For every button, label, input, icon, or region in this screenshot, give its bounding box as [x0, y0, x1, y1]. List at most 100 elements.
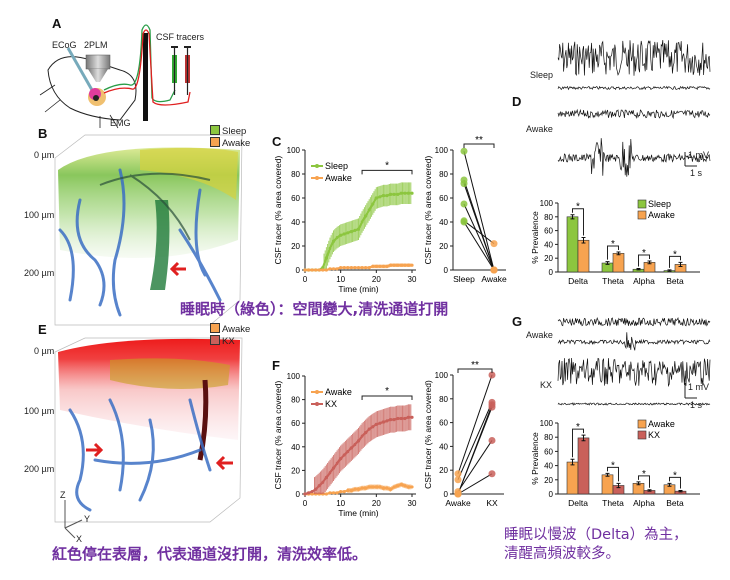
depth-0: 0 µm: [34, 150, 55, 160]
significance-bracket: [361, 395, 413, 401]
bar: [577, 437, 590, 495]
data-point: [342, 232, 346, 236]
data-point: [346, 266, 350, 270]
scale-s: 1 s: [690, 168, 703, 178]
data-point: [335, 267, 339, 271]
bar-chart-G: 0 20 40 60 80 100% Prevalence Delta * Theta * Alph…: [530, 419, 700, 508]
significance-label: *: [576, 202, 580, 213]
data-point: [353, 266, 357, 270]
data-point: [356, 266, 361, 270]
data-point: [310, 490, 314, 494]
y-tick-label: 0: [549, 268, 554, 277]
significance-bracket: [572, 208, 584, 236]
data-point: [460, 147, 468, 155]
data-point: [367, 208, 371, 212]
data-point: [360, 486, 364, 490]
data-point: [360, 266, 364, 270]
data-point: [321, 480, 325, 484]
axis-x-label: X: [76, 534, 83, 544]
y-tick-label: 100: [540, 419, 554, 428]
depth-0: 0 µm: [34, 346, 55, 356]
data-point: [360, 220, 364, 224]
error-bar: [647, 260, 652, 265]
x-tick-label: 20: [372, 499, 381, 508]
y-tick-label: 20: [291, 242, 300, 251]
data-point: [367, 427, 371, 431]
line-chart-F: 0 20 40 60 80 100 CSF tracer (% area covered) 0…: [273, 372, 417, 518]
x-tick-label: 0: [303, 275, 308, 284]
data-point: [342, 453, 346, 457]
sleep-ecog-trace: [557, 39, 711, 76]
data-point: [306, 491, 311, 495]
legend-marker: [315, 176, 319, 180]
error-bar: [636, 268, 641, 271]
data-point: [310, 492, 314, 496]
data-point: [317, 484, 321, 488]
panel-b-legend: Sleep Awake: [210, 125, 250, 149]
significance-bracket: [463, 143, 495, 148]
significance-bracket: [361, 169, 413, 175]
data-point: [399, 482, 403, 487]
error-bar: [667, 269, 672, 272]
error-bar: [667, 482, 672, 487]
y-tick-label: 60: [291, 194, 300, 203]
pair-line: [463, 183, 495, 271]
data-point: [389, 487, 393, 491]
error-bar: [636, 481, 641, 486]
legend-marker: [315, 390, 319, 394]
legend-marker: [315, 402, 319, 406]
x-category-label: Alpha: [633, 276, 655, 286]
trace-label-awake: Awake: [526, 124, 553, 134]
y-tick-label: 80: [291, 170, 300, 179]
legend-sleep: Sleep: [222, 126, 247, 137]
data-point: [364, 431, 368, 435]
y-tick-label: 20: [544, 476, 553, 485]
data-point: [335, 491, 339, 495]
data-point: [367, 266, 371, 270]
significance-label: *: [611, 239, 615, 250]
data-point: [364, 486, 368, 490]
panel-label-d: D: [512, 94, 522, 109]
y-tick-label: 80: [291, 396, 300, 405]
data-point: [396, 416, 400, 421]
x-category-label: Alpha: [633, 498, 655, 508]
data-point: [353, 228, 357, 232]
significance-label: **: [475, 135, 483, 146]
caption-sleep: 睡眠時（綠色）：空間變大,清洗通道打開: [180, 300, 449, 318]
data-point: [367, 485, 371, 489]
data-point: [371, 425, 375, 429]
significance-label: *: [642, 469, 646, 480]
x-category-label: Delta: [568, 498, 588, 508]
experiment-schematic: [39, 24, 191, 129]
pair-line: [457, 473, 493, 495]
data-point: [303, 268, 307, 272]
awake-ecog-trace: [557, 317, 711, 327]
legend-label: Awake: [325, 173, 352, 183]
x-tick-label: 0: [303, 499, 308, 508]
panel-label-g: G: [512, 314, 523, 329]
data-point: [314, 268, 318, 272]
y-tick-label: 40: [439, 442, 448, 451]
awake-emg-trace: [557, 332, 711, 351]
pair-line: [463, 221, 495, 271]
data-point: [460, 200, 468, 208]
series-kx: [303, 404, 414, 496]
significance-bracket: [669, 476, 681, 489]
trace-label-kx: KX: [540, 380, 553, 390]
pair-line: [463, 151, 495, 271]
bar: [566, 216, 579, 273]
significance-label: *: [385, 160, 389, 171]
error-bar: [570, 214, 575, 220]
y-tick-label: 80: [544, 213, 553, 222]
significance-bracket: [572, 428, 584, 458]
data-point: [392, 263, 396, 267]
data-point: [378, 264, 382, 268]
data-point: [371, 485, 375, 489]
bar: [566, 461, 579, 495]
data-point: [364, 214, 368, 218]
bar: [612, 253, 625, 273]
y-axis-label: % Prevalence: [530, 432, 540, 485]
y-tick-label: 80: [439, 170, 448, 179]
data-point: [339, 266, 343, 270]
